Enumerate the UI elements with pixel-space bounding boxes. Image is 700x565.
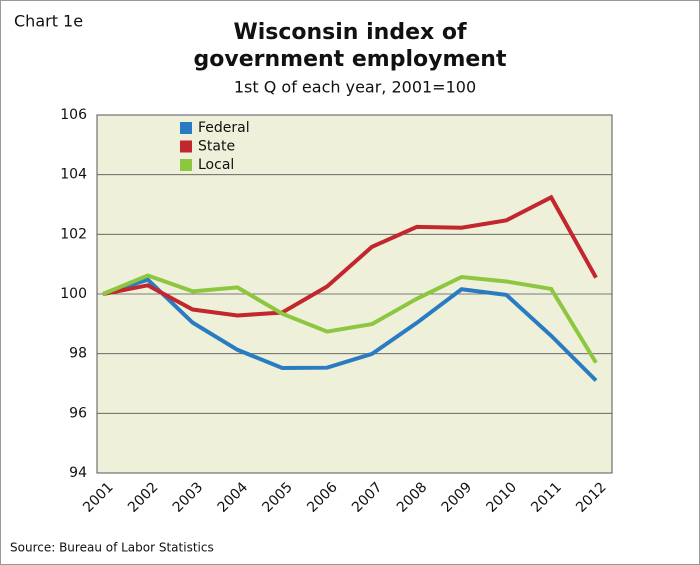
chart-subtitle: 1st Q of each year, 2001=100	[234, 78, 476, 97]
y-tick-label: 100	[60, 286, 87, 302]
line-series	[102, 277, 598, 382]
legend-swatch	[180, 140, 192, 153]
chart-title: Wisconsin index of	[233, 20, 467, 45]
chart-title: government employment	[194, 47, 507, 72]
legend-swatch	[180, 122, 192, 134]
source: Source: Bureau of Labor Statistics	[10, 541, 214, 555]
y-tick-label: 106	[60, 107, 87, 123]
chart-label: Chart 1e	[14, 12, 83, 31]
legend-swatch	[180, 159, 192, 171]
legend-label: State	[198, 139, 235, 155]
y-tick-label: 94	[69, 465, 87, 481]
line-series	[102, 273, 598, 364]
legend-label: Local	[198, 157, 234, 173]
y-tick-label: 102	[60, 226, 87, 242]
y-tick-label: 98	[69, 346, 87, 362]
line-series	[102, 194, 598, 318]
y-tick-label: 104	[60, 167, 87, 183]
legend-label: Federal	[198, 120, 250, 136]
y-tick-label: 96	[69, 405, 87, 421]
